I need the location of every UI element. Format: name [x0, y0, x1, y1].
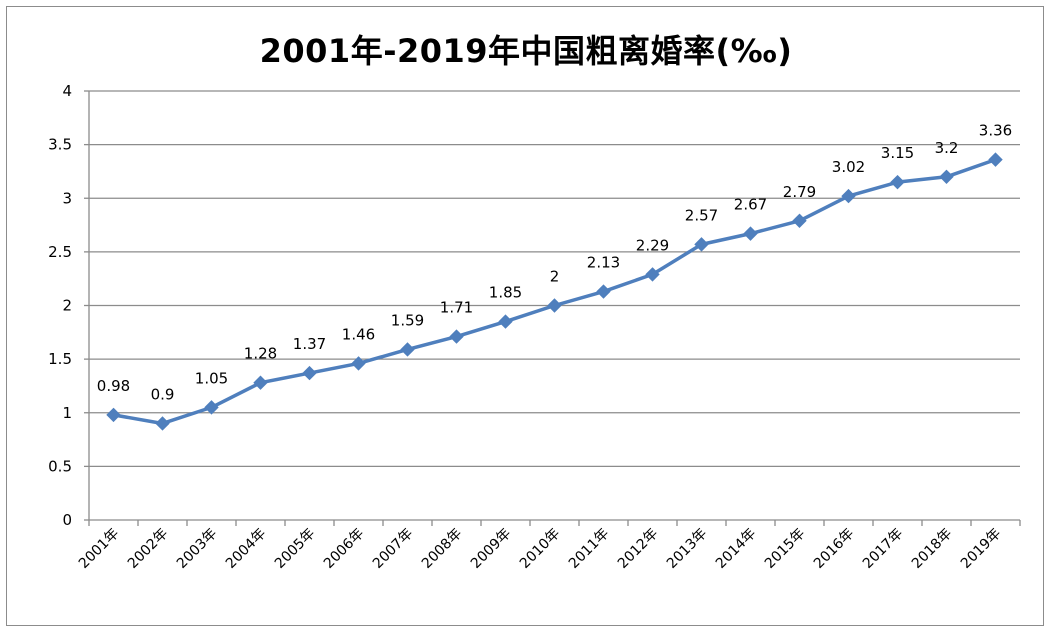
- x-tick-labels: 2001年 2002年 2003年 2004年 2005年 2006年 2007年 2008年…: [76, 526, 1004, 572]
- data-point-marker: [400, 342, 415, 357]
- data-point-marker: [645, 267, 660, 282]
- x-tick-label: 2010年: [517, 526, 563, 572]
- axes: [84, 90, 1021, 526]
- data-label: 1.05: [195, 369, 228, 387]
- chart-title: 2001年-2019年中国粗离婚率(‰): [259, 32, 793, 70]
- data-label: 2.13: [587, 254, 620, 272]
- y-tick-label: 3: [62, 189, 72, 207]
- data-label: 1.71: [440, 299, 473, 317]
- data-point-marker: [155, 416, 170, 431]
- data-point-marker: [694, 237, 709, 252]
- x-tick-label: 2009年: [468, 526, 514, 572]
- data-point-marker: [449, 329, 464, 344]
- x-tick-label: 2005年: [272, 526, 318, 572]
- data-label: 0.98: [97, 377, 130, 395]
- x-tick-label: 2008年: [419, 526, 465, 572]
- data-point-marker: [890, 174, 905, 190]
- x-tick-label: 2002年: [125, 526, 171, 572]
- x-tick-label: 2014年: [713, 526, 759, 572]
- x-tick-label: 2007年: [370, 526, 416, 572]
- data-point-marker: [743, 226, 758, 241]
- y-tick-label: 0.5: [48, 457, 72, 475]
- data-label: 2.57: [685, 206, 718, 224]
- y-tick-label: 1.5: [48, 350, 72, 368]
- y-tick-label: 3.5: [48, 136, 72, 154]
- x-tick-label: 2019年: [958, 526, 1004, 572]
- x-tick-label: 2016年: [811, 526, 857, 572]
- x-tick-label: 2001年: [76, 526, 122, 572]
- data-label: 3.36: [979, 122, 1012, 140]
- data-label: 2.67: [734, 196, 767, 214]
- data-point-marker: [351, 356, 366, 371]
- data-point-marker: [596, 284, 611, 299]
- data-label: 0.9: [151, 385, 175, 403]
- data-point-marker: [841, 188, 856, 204]
- data-point-marker: [498, 314, 513, 329]
- data-label: 1.59: [391, 311, 424, 329]
- data-point-marker: [547, 298, 562, 313]
- y-tick-label: 4: [62, 82, 72, 100]
- x-tick-label: 2018年: [909, 526, 955, 572]
- data-label: 3.2: [935, 139, 959, 157]
- data-label: 1.85: [489, 284, 522, 302]
- data-point-marker: [302, 365, 317, 381]
- x-tick-label: 2015年: [762, 526, 808, 572]
- data-labels: 0.98 0.9 1.05 1.28 1.37 1.46 1.59 1.71 1.85 2 2.13…: [97, 122, 1012, 404]
- data-label: 3.02: [832, 158, 865, 176]
- data-point-marker: [253, 375, 268, 390]
- y-tick-label: 2: [62, 297, 72, 315]
- data-label: 1.46: [342, 325, 375, 343]
- data-label: 2.79: [783, 183, 816, 201]
- y-tick-label: 0: [62, 511, 72, 529]
- data-point-marker: [939, 169, 954, 185]
- data-label: 3.15: [881, 144, 914, 162]
- y-tick-label: 2.5: [48, 243, 72, 261]
- x-tick-label: 2012年: [615, 526, 661, 572]
- data-point-marker: [106, 407, 121, 423]
- x-tick-label: 2017年: [860, 526, 906, 572]
- x-tick-label: 2004年: [223, 526, 269, 572]
- data-point-marker: [204, 400, 219, 415]
- data-point-marker: [988, 152, 1003, 167]
- data-point-marker: [792, 213, 807, 228]
- data-label: 1.28: [244, 345, 277, 363]
- y-tick-labels: 0 0.5 1 1.5 2 2.5 3 3.5 4: [48, 82, 72, 529]
- series-group: [106, 152, 1003, 431]
- series-line: [113, 157, 997, 426]
- data-label: 2.29: [636, 236, 669, 254]
- x-tick-label: 2003年: [174, 526, 220, 572]
- data-label: 2: [550, 268, 560, 286]
- x-tick-label: 2011年: [566, 526, 612, 572]
- y-tick-label: 1: [62, 404, 72, 422]
- x-tick-label: 2013年: [664, 526, 710, 572]
- gridlines: [89, 90, 1020, 468]
- data-label: 1.37: [293, 335, 326, 353]
- x-tick-label: 2006年: [321, 526, 367, 572]
